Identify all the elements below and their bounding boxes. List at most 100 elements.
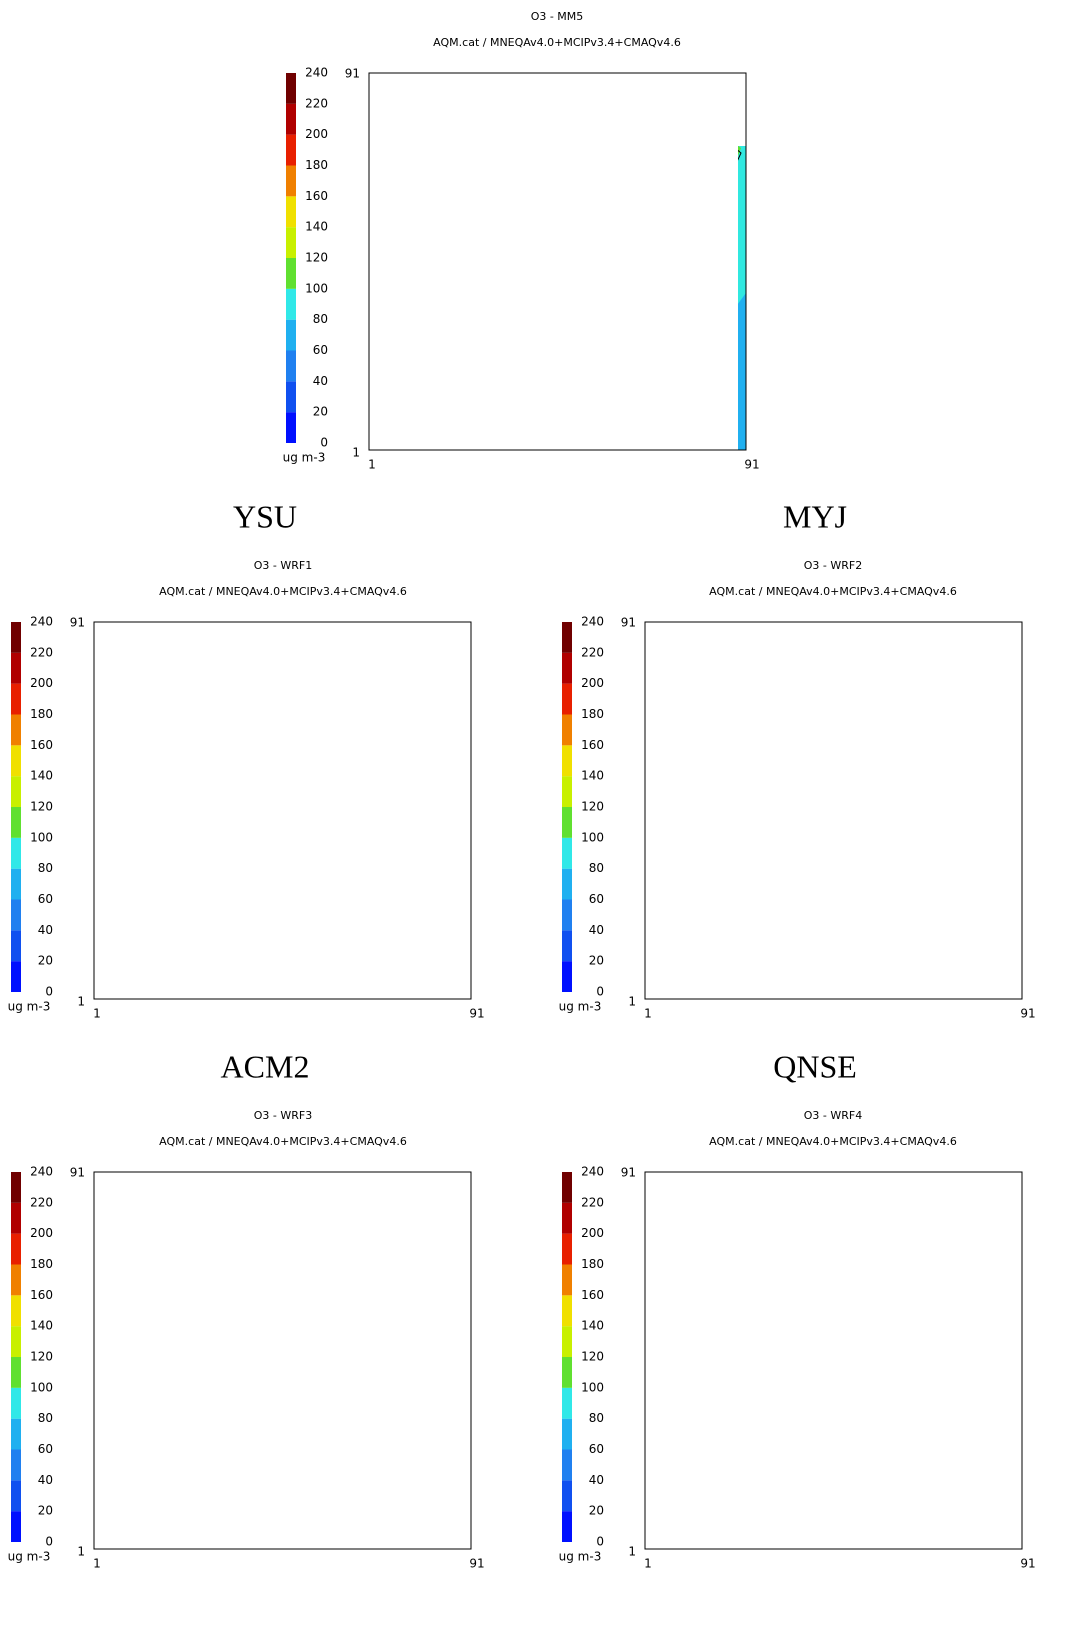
plume-yellow <box>764 1197 1047 1447</box>
colorbar-tick-label: 240 <box>30 1165 53 1179</box>
plume-core <box>584 215 634 251</box>
colorbar-tick-label: 60 <box>313 343 328 357</box>
colorbar-tick-label: 60 <box>38 892 53 906</box>
plume-yellow <box>213 647 496 897</box>
colorbar-tick-label: 140 <box>30 769 53 783</box>
panel-title: O3 - WRF2 <box>804 559 862 572</box>
colorbar-tick-label: 40 <box>313 374 328 388</box>
colorbar-tick-label: 200 <box>581 1226 604 1240</box>
colorbar-tick-label: 40 <box>589 1473 604 1487</box>
map <box>94 1172 495 1549</box>
colorbar-band <box>562 868 572 900</box>
colorbar-band <box>562 837 572 869</box>
colorbar-band <box>11 1357 21 1388</box>
panel-label: QNSE <box>773 1048 857 1084</box>
colorbar-band <box>562 1418 572 1450</box>
colorbar-band <box>11 1418 21 1450</box>
coastline <box>645 1177 1017 1502</box>
colorbar-tick-label: 0 <box>45 1535 53 1549</box>
colorbar-band <box>562 776 572 807</box>
colorbar-tick-label: 100 <box>30 1380 53 1394</box>
colorbar-tick-label: 140 <box>305 220 328 234</box>
y-tick-label: 91 <box>345 67 360 81</box>
colorbar-tick-label: 80 <box>38 861 53 875</box>
colorbar-tick-label: 200 <box>581 676 604 690</box>
colorbar-band <box>562 1480 572 1512</box>
colorbar-band <box>562 1202 572 1234</box>
colorbar-tick-label: 240 <box>581 615 604 629</box>
x-tick-label: 1 <box>644 1557 652 1571</box>
colorbar-band <box>562 1295 572 1327</box>
colorbar-tick-label: 60 <box>589 1442 604 1456</box>
colorbar-tick-label: 200 <box>305 127 328 141</box>
colorbar-band <box>286 350 296 382</box>
colorbar-band <box>11 1233 21 1265</box>
colorbar-tick-label: 60 <box>38 1442 53 1456</box>
plume-orange <box>260 689 449 856</box>
plume-yellow <box>764 647 1047 897</box>
colorbar-tick-label: 20 <box>589 1504 604 1518</box>
x-tick-label: 1 <box>368 458 376 472</box>
colorbar-unit: ug m-3 <box>283 451 326 465</box>
x-tick-label: 91 <box>744 458 759 472</box>
colorbar-tick-label: 220 <box>30 645 53 659</box>
colorbar-tick-label: 220 <box>305 96 328 110</box>
colorbar-tick-label: 0 <box>596 1535 604 1549</box>
colorbar-tick-label: 100 <box>30 830 53 844</box>
colorbar-band <box>562 745 572 777</box>
colorbar-band <box>11 868 21 900</box>
land <box>94 622 466 952</box>
x-tick-label: 91 <box>469 1007 484 1021</box>
panel-subtitle: AQM.cat / MNEQAv4.0+MCIPv3.4+CMAQv4.6 <box>709 1135 957 1148</box>
map-frame <box>644 1171 1023 1550</box>
y-tick-label: 1 <box>628 995 636 1009</box>
deep-sea <box>738 293 746 450</box>
deep-sea <box>905 1392 1022 1549</box>
colorbar-tick-label: 140 <box>581 1319 604 1333</box>
panel-subtitle: AQM.cat / MNEQAv4.0+MCIPv3.4+CMAQv4.6 <box>709 585 957 598</box>
colorbar-band <box>562 622 572 653</box>
colorbar-band <box>11 776 21 807</box>
colorbar-band <box>11 683 21 715</box>
colorbar-tick-label: 160 <box>305 189 328 203</box>
colorbar-tick-label: 180 <box>305 158 328 172</box>
colorbar-tick-label: 240 <box>305 66 328 80</box>
colorbar-band <box>562 1172 572 1203</box>
colorbar-band <box>11 1387 21 1419</box>
colorbar-band <box>562 714 572 746</box>
deep-sea <box>354 1392 471 1549</box>
panel-subtitle: AQM.cat / MNEQAv4.0+MCIPv3.4+CMAQv4.6 <box>433 36 681 49</box>
coastline <box>94 1177 466 1502</box>
x-tick-label: 1 <box>93 1007 101 1021</box>
deep-sea <box>905 842 1022 999</box>
colorbar-band <box>286 103 296 135</box>
colorbar-band <box>11 1326 21 1357</box>
plume-red <box>296 1271 413 1373</box>
colorbar-band <box>562 1387 572 1419</box>
colorbar-tick-label: 160 <box>581 1288 604 1302</box>
colorbar-band <box>286 288 296 320</box>
colorbar-tick-label: 160 <box>581 738 604 752</box>
colorbar-tick-label: 80 <box>589 1411 604 1425</box>
colorbar-band <box>11 1449 21 1481</box>
colorbar-band <box>562 1233 572 1265</box>
panel-label: YSU <box>233 498 297 534</box>
plume-red <box>296 721 413 823</box>
colorbar-band <box>11 930 21 962</box>
plume-yellow <box>468 108 751 358</box>
plume-red <box>551 182 668 284</box>
colorbar-tick-label: 80 <box>313 312 328 326</box>
colorbar-band <box>562 1449 572 1481</box>
colorbar-tick-label: 20 <box>38 954 53 968</box>
colorbar-band <box>11 899 21 931</box>
panel-subtitle: AQM.cat / MNEQAv4.0+MCIPv3.4+CMAQv4.6 <box>159 585 407 598</box>
colorbar-band <box>11 622 21 653</box>
map <box>94 622 495 999</box>
colorbar-unit: ug m-3 <box>559 1550 602 1564</box>
colorbar-tick-label: 180 <box>30 707 53 721</box>
colorbar-tick-label: 140 <box>30 1319 53 1333</box>
colorbar-band <box>11 1264 21 1296</box>
x-tick-label: 91 <box>1020 1007 1035 1021</box>
y-tick-label: 1 <box>628 1545 636 1559</box>
